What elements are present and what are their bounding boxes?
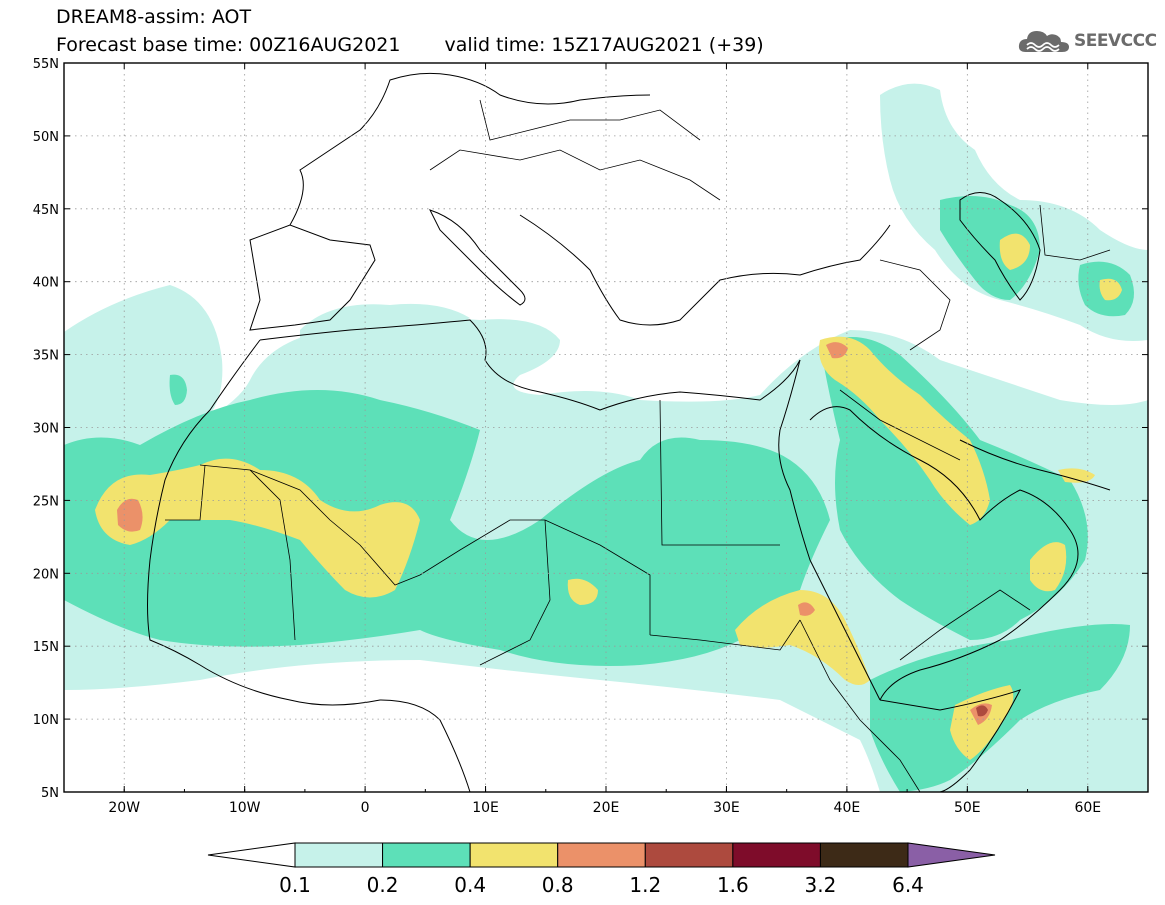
- dust-plume-iberia: [300, 303, 470, 345]
- dust-atlantic-spot: [169, 374, 187, 405]
- border-libya-chad: [544, 519, 651, 635]
- dust-core-gulf: [1058, 468, 1095, 483]
- lat-label: 55N: [33, 57, 59, 72]
- valid-time: valid time: 15Z17AUG2021 (+39): [444, 34, 764, 56]
- colorbar-swatch: [294, 842, 384, 868]
- colorbar-under-triangle: [207, 842, 296, 868]
- base-time: Forecast base time: 00Z16AUG2021: [56, 34, 401, 56]
- lat-label: 45N: [33, 203, 59, 218]
- dust-max-somalia: [976, 705, 988, 717]
- longitude-labels: 20W 10W 0 10E 20E 30E 40E 50E 60E: [108, 800, 1101, 816]
- colorbar-label: 6.4: [892, 873, 924, 897]
- colorbar-label: 0.8: [542, 873, 574, 897]
- border-niger-chad: [479, 519, 551, 666]
- coast-balkans-greece: [519, 214, 891, 326]
- coast-levant-red-sea: [778, 359, 881, 701]
- lat-label: 50N: [33, 130, 59, 145]
- lon-label: 40E: [834, 800, 861, 816]
- coast-arabia: [809, 406, 1079, 701]
- lat-label: 20N: [33, 567, 59, 582]
- country-borders: [165, 99, 1111, 792]
- lon-label: 20E: [593, 800, 620, 816]
- lon-label: 10E: [472, 800, 499, 816]
- border-europe-1: [429, 149, 721, 201]
- lon-label: 50E: [954, 800, 981, 816]
- colorbar-swatch: [732, 842, 821, 868]
- dust-peak-iraq: [826, 342, 848, 359]
- seevccc-logo: SEEVCCC: [1018, 27, 1157, 55]
- border-saudi-yemen: [899, 589, 1031, 661]
- colorbar-label: 0.1: [279, 873, 311, 897]
- lat-label: 35N: [33, 349, 59, 364]
- border-algeria-mali: [249, 469, 545, 586]
- colorbar-label: 1.6: [717, 873, 749, 897]
- dust-core-western-sahara: [95, 458, 420, 598]
- border-libya-egypt: [659, 399, 780, 546]
- coast-italy: [429, 209, 526, 306]
- colorbar-over-triangle: [907, 842, 996, 868]
- coast-horn-africa: [879, 689, 1021, 792]
- dust-core-caspian: [999, 233, 1030, 270]
- lon-label: 0: [361, 800, 370, 816]
- coast-europe: [289, 72, 651, 226]
- colorbar-label: 1.2: [629, 873, 661, 897]
- border-turkey-iran: [879, 259, 951, 351]
- dust-peak-atlantic: [117, 498, 143, 532]
- lat-label: 30N: [33, 422, 59, 437]
- forecast-times: Forecast base time: 00Z16AUG2021 valid ti…: [56, 34, 764, 56]
- colorbar-swatch: [644, 842, 734, 868]
- coast-north-africa: [259, 319, 801, 411]
- coastlines: [147, 72, 1111, 792]
- colorbar-swatch: [469, 842, 559, 868]
- border-caucasus: [1039, 204, 1111, 261]
- logo-text: SEEVCCC: [1074, 31, 1157, 51]
- border-arabia-north: [839, 389, 961, 461]
- lon-label: 30E: [713, 800, 740, 816]
- border-europe-2: [479, 99, 701, 141]
- border-western-sahara: [165, 464, 206, 521]
- dust-caspian-core: [940, 196, 1040, 300]
- colorbar-labels: 0.1 0.2 0.4 0.8 1.2 1.6 3.2 6.4: [279, 873, 924, 897]
- colorbar-label: 0.4: [454, 873, 486, 897]
- gridlines: [64, 63, 1148, 792]
- dust-core-iran: [1099, 278, 1122, 301]
- cloud-icon: [1018, 31, 1069, 52]
- aot-level-1.2: [976, 705, 988, 717]
- border-sudan: [649, 619, 801, 651]
- latitude-labels: 55N 50N 45N 40N 35N 30N 25N 20N 15N 10N 5N: [33, 57, 59, 801]
- lat-label: 10N: [33, 713, 59, 728]
- lat-label: 40N: [33, 276, 59, 291]
- colorbar-label: 0.2: [367, 873, 399, 897]
- colorbar-swatch: [382, 842, 471, 868]
- lon-label: 20W: [108, 800, 140, 816]
- colorbar-label: 3.2: [805, 873, 837, 897]
- coast-caspian: [959, 192, 1041, 301]
- map-title: DREAM8-assim: AOT: [56, 6, 252, 28]
- axis-ticks: [63, 62, 1149, 793]
- coast-persian-gulf: [959, 439, 1111, 491]
- lat-label: 25N: [33, 494, 59, 509]
- border-ethiopia: [799, 619, 921, 792]
- dust-core-chad: [567, 578, 598, 605]
- dust-core-sudan: [735, 590, 870, 685]
- dust-core-oman: [1030, 542, 1067, 592]
- colorbar-swatch: [557, 842, 646, 868]
- dust-peak-sudan: [798, 602, 815, 616]
- coast-iberia: [249, 224, 376, 331]
- coast-west-africa: [147, 339, 471, 792]
- lat-label: 5N: [41, 786, 59, 801]
- dust-sahara-west: [64, 390, 830, 666]
- colorbar-boxes: [207, 842, 996, 868]
- colorbar-swatch: [819, 842, 909, 868]
- lon-label: 60E: [1074, 800, 1101, 816]
- lat-label: 15N: [33, 640, 59, 655]
- lon-label: 10W: [229, 800, 261, 816]
- map-plot-area: [64, 63, 1148, 792]
